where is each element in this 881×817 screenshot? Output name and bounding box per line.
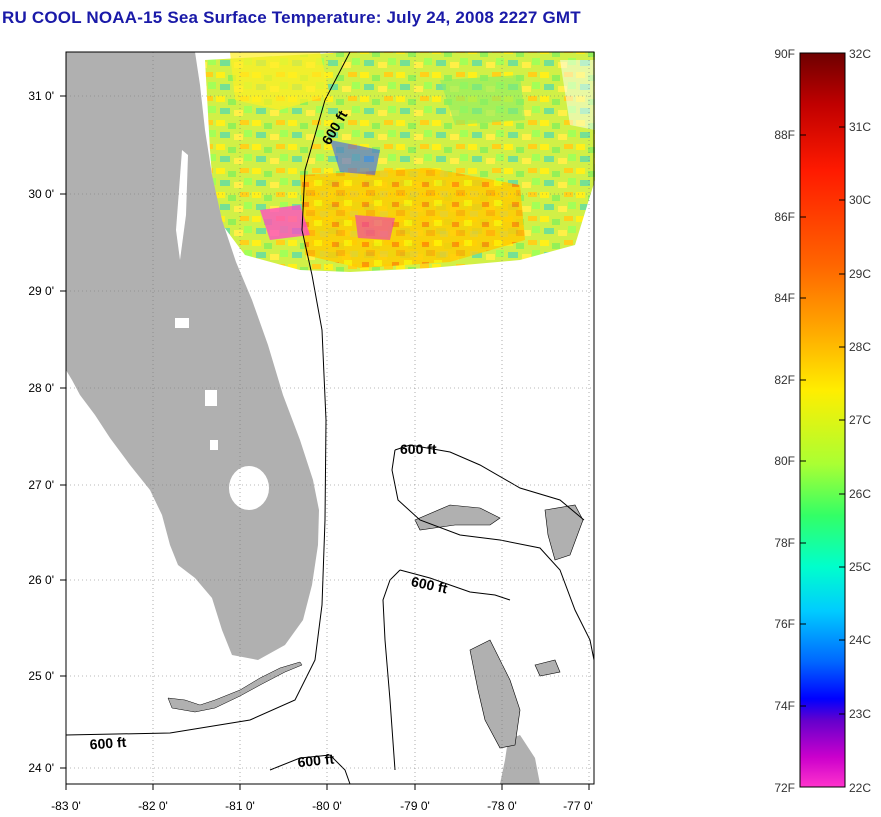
map-frame (65, 51, 595, 785)
lat-label: 28 0' (28, 381, 54, 395)
florida-keys (167, 661, 303, 713)
colorbar-c-label: 25C (849, 560, 871, 574)
colorbar-c-label: 22C (849, 781, 871, 795)
colorbar-c-label: 32C (849, 47, 871, 61)
graticule (66, 52, 594, 784)
colorbar-f-label: 72F (774, 781, 795, 795)
colorbar-f-label: 84F (774, 291, 795, 305)
colorbar-c-label: 30C (849, 193, 871, 207)
bahamas-islands (414, 504, 584, 749)
lat-label: 24 0' (28, 761, 54, 775)
lat-label: 25 0' (28, 669, 54, 683)
colorbar-c-label: 29C (849, 267, 871, 281)
lat-label: 27 0' (28, 478, 54, 492)
axis-ticks (60, 95, 590, 790)
lon-label: -82 0' (138, 799, 168, 813)
cuba-land (500, 735, 540, 784)
contour-label: 600 ft (89, 734, 127, 753)
lat-label: 29 0' (28, 284, 54, 298)
colorbar-f-label: 80F (774, 454, 795, 468)
colorbar-c-label: 23C (849, 707, 871, 721)
lon-label: -79 0' (400, 799, 430, 813)
st-johns-river (176, 150, 188, 260)
colorbar-c-label: 28C (849, 340, 871, 354)
lon-label: -77 0' (563, 799, 593, 813)
lon-label: -83 0' (51, 799, 81, 813)
colorbar-f-label: 86F (774, 210, 795, 224)
colorbar-c-label: 27C (849, 413, 871, 427)
contour-label: 600 ft (297, 751, 335, 771)
colorbar-f-label: 88F (774, 128, 795, 142)
colorbar-f-label: 82F (774, 373, 795, 387)
inland-lake (205, 390, 217, 406)
colorbar (799, 52, 846, 788)
contour-label: 600 ft (410, 573, 449, 596)
contour-label: 600 ft (400, 441, 437, 457)
colorbar-c-label: 31C (849, 120, 871, 134)
lon-label: -80 0' (312, 799, 342, 813)
inland-lake (210, 440, 218, 450)
lon-label: -78 0' (487, 799, 517, 813)
lon-label: -81 0' (225, 799, 255, 813)
depth-contours (65, 51, 595, 785)
inland-lake (175, 318, 189, 328)
lat-label: 31 0' (28, 89, 54, 103)
lat-label: 30 0' (28, 187, 54, 201)
colorbar-c-label: 26C (849, 487, 871, 501)
lat-label: 26 0' (28, 573, 54, 587)
map-title: RU COOL NOAA-15 Sea Surface Temperature:… (2, 8, 581, 27)
colorbar-f-label: 76F (774, 617, 795, 631)
colorbar-f-label: 78F (774, 536, 795, 550)
colorbar-c-label: 24C (849, 633, 871, 647)
colorbar-ticks (800, 126, 845, 715)
colorbar-f-label: 90F (774, 47, 795, 61)
lake-okeechobee (229, 466, 269, 510)
colorbar-f-label: 74F (774, 699, 795, 713)
